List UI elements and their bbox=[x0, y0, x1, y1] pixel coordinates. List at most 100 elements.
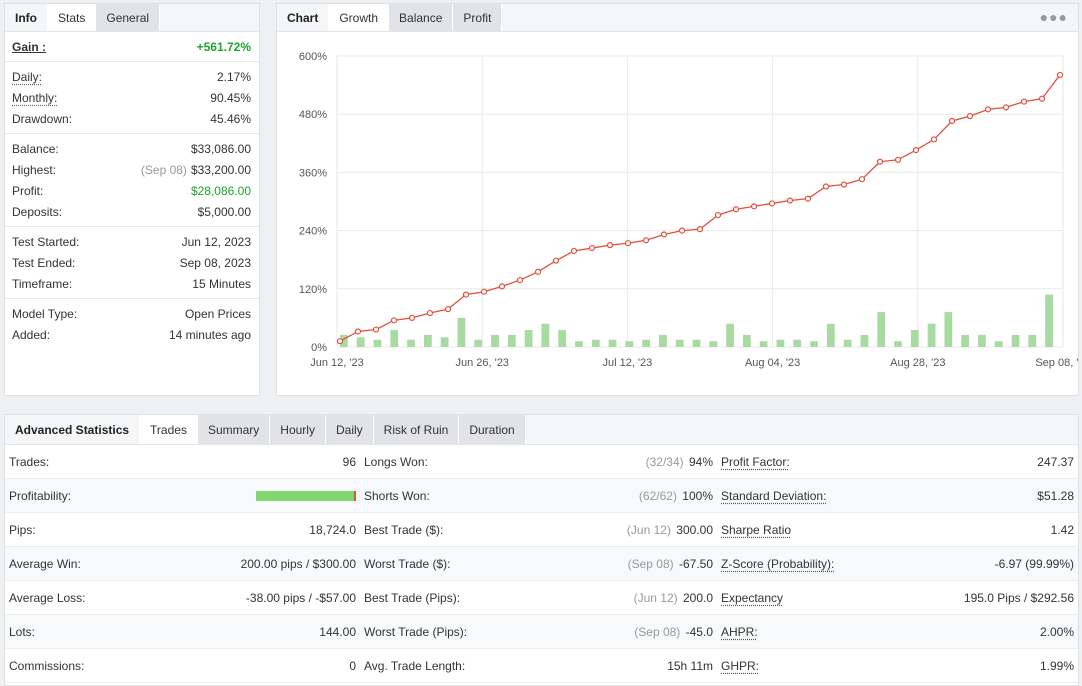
x-tick-label: Jun 26, '23 bbox=[455, 357, 508, 369]
stat-row-standard-deviation: Standard Deviation: $51.28 bbox=[717, 479, 1078, 513]
info-value: +561.72% bbox=[197, 40, 251, 54]
info-value-text: $33,200.00 bbox=[191, 163, 251, 177]
stat-value: (Sep 08) -45.0 bbox=[634, 625, 713, 639]
stat-row-longs-won: Longs Won: (32/34) 94% bbox=[360, 445, 717, 479]
stat-label[interactable]: Z-Score (Probability): bbox=[721, 557, 834, 571]
stat-label[interactable]: Profit Factor: bbox=[721, 455, 790, 469]
info-label: Balance: bbox=[12, 142, 59, 156]
volume-bar bbox=[558, 330, 566, 347]
growth-point bbox=[626, 241, 631, 246]
volume-bar bbox=[407, 340, 415, 347]
growth-point bbox=[1058, 72, 1063, 77]
stat-label[interactable]: GHPR: bbox=[721, 659, 759, 673]
stat-row-trades: Trades: 96 bbox=[5, 445, 360, 479]
stat-label[interactable]: Expectancy bbox=[721, 591, 783, 605]
stat-row-profitability: Profitability: bbox=[5, 479, 360, 513]
profitability-bar bbox=[256, 491, 356, 501]
chart-panel: Chart Growth Balance Profit ●●● 0% 120% 240% 3… bbox=[276, 3, 1079, 396]
info-label[interactable]: Daily: bbox=[12, 70, 42, 84]
stat-row-best-trade: Best Trade ($): (Jun 12) 300.00 bbox=[360, 513, 717, 547]
stat-label[interactable]: Standard Deviation: bbox=[721, 489, 826, 503]
tab-profit[interactable]: Profit bbox=[453, 4, 502, 31]
info-row-timeframe: Timeframe: 15 Minutes bbox=[5, 273, 259, 294]
info-label: Deposits: bbox=[12, 205, 62, 219]
volume-bar bbox=[861, 335, 869, 347]
more-options-icon[interactable]: ●●● bbox=[1040, 9, 1068, 25]
volume-bar bbox=[827, 324, 835, 347]
tab-daily[interactable]: Daily bbox=[326, 415, 374, 444]
growth-point bbox=[392, 318, 397, 323]
growth-point bbox=[572, 248, 577, 253]
stat-value-text: 94% bbox=[689, 455, 713, 469]
tab-general[interactable]: General bbox=[96, 4, 160, 31]
volume-bar bbox=[424, 335, 432, 347]
info-label: Gain : bbox=[12, 40, 46, 54]
stat-value: -6.97 (99.99%) bbox=[995, 557, 1074, 571]
tab-advanced-statistics: Advanced Statistics bbox=[5, 415, 140, 444]
stat-value: (Sep 08) -67.50 bbox=[628, 557, 713, 571]
info-value-text: $33,086.00 bbox=[191, 142, 251, 156]
stat-value-text: 247.37 bbox=[1037, 455, 1074, 469]
stat-value-text: 195.0 Pips / $292.56 bbox=[964, 591, 1074, 605]
info-value: 90.45% bbox=[210, 91, 251, 105]
tab-stats[interactable]: Stats bbox=[48, 4, 96, 31]
stat-note: (32/34) bbox=[646, 455, 684, 469]
stat-row-commissions: Commissions: 0 bbox=[5, 649, 360, 683]
stat-label: Commissions: bbox=[9, 659, 84, 673]
growth-point bbox=[680, 228, 685, 233]
tab-balance[interactable]: Balance bbox=[389, 4, 453, 31]
growth-point bbox=[482, 289, 487, 294]
info-row-model-type: Model Type: Open Prices bbox=[5, 303, 259, 324]
growth-point bbox=[734, 207, 739, 212]
tab-risk-of-ruin[interactable]: Risk of Ruin bbox=[374, 415, 460, 444]
volume-bar bbox=[491, 335, 499, 347]
volume-bar bbox=[844, 340, 852, 347]
stat-label: Profitability: bbox=[9, 489, 71, 503]
info-group: Balance: $33,086.00 Highest: (Sep 08) $33,20… bbox=[5, 134, 259, 227]
volume-bar bbox=[676, 340, 684, 347]
growth-point bbox=[770, 201, 775, 206]
info-label: Added: bbox=[12, 328, 50, 342]
info-value-text: +561.72% bbox=[197, 40, 251, 54]
info-row-profit: Profit: $28,086.00 bbox=[5, 180, 259, 201]
info-value-text: 45.46% bbox=[210, 112, 251, 126]
info-value-text: Sep 08, 2023 bbox=[180, 256, 251, 270]
tab-growth[interactable]: Growth bbox=[329, 4, 389, 31]
growth-point bbox=[968, 114, 973, 119]
tab-trades[interactable]: Trades bbox=[140, 415, 198, 444]
tab-summary[interactable]: Summary bbox=[198, 415, 270, 444]
stat-label[interactable]: Sharpe Ratio bbox=[721, 523, 791, 537]
info-group: Daily: 2.17% Monthly: 90.45% Drawdown: 45.46% bbox=[5, 62, 259, 134]
stat-value: 96 bbox=[343, 455, 356, 469]
growth-point bbox=[536, 269, 541, 274]
info-group: Test Started: Jun 12, 2023 Test Ended: Sep … bbox=[5, 227, 259, 299]
stat-value-text: 300.00 bbox=[676, 523, 713, 537]
tab-info: Info bbox=[5, 4, 48, 31]
growth-point bbox=[554, 258, 559, 263]
tab-hourly[interactable]: Hourly bbox=[270, 415, 326, 444]
growth-point bbox=[356, 329, 361, 334]
stat-row-average-loss: Average Loss: -38.00 pips / -$57.00 bbox=[5, 581, 360, 615]
tab-duration[interactable]: Duration bbox=[459, 415, 525, 444]
stat-row-ahpr: AHPR: 2.00% bbox=[717, 615, 1078, 649]
volume-bar bbox=[944, 312, 952, 347]
info-label[interactable]: Monthly: bbox=[12, 91, 57, 105]
growth-point bbox=[698, 227, 703, 232]
stat-value-text: 96 bbox=[343, 455, 356, 469]
stat-value: 1.42 bbox=[1051, 523, 1074, 537]
volume-bar bbox=[474, 340, 482, 347]
stat-label: Pips: bbox=[9, 523, 36, 537]
growth-point bbox=[950, 118, 955, 123]
x-tick-label: Aug 04, '23 bbox=[745, 357, 800, 369]
x-tick-label: Jul 12, '23 bbox=[602, 357, 652, 369]
stat-row-z-score-probability: Z-Score (Probability): -6.97 (99.99%) bbox=[717, 547, 1078, 581]
volume-bar bbox=[978, 335, 986, 347]
info-group: Gain : +561.72% bbox=[5, 32, 259, 62]
stat-value-text: $51.28 bbox=[1037, 489, 1074, 503]
x-tick-label: Jun 12, '23 bbox=[310, 357, 363, 369]
info-value: (Sep 08) $33,200.00 bbox=[141, 163, 251, 177]
stat-label[interactable]: AHPR: bbox=[721, 625, 758, 639]
info-value: $28,086.00 bbox=[191, 184, 251, 198]
info-label: Model Type: bbox=[12, 307, 77, 321]
stat-label: Avg. Trade Length: bbox=[364, 659, 465, 673]
